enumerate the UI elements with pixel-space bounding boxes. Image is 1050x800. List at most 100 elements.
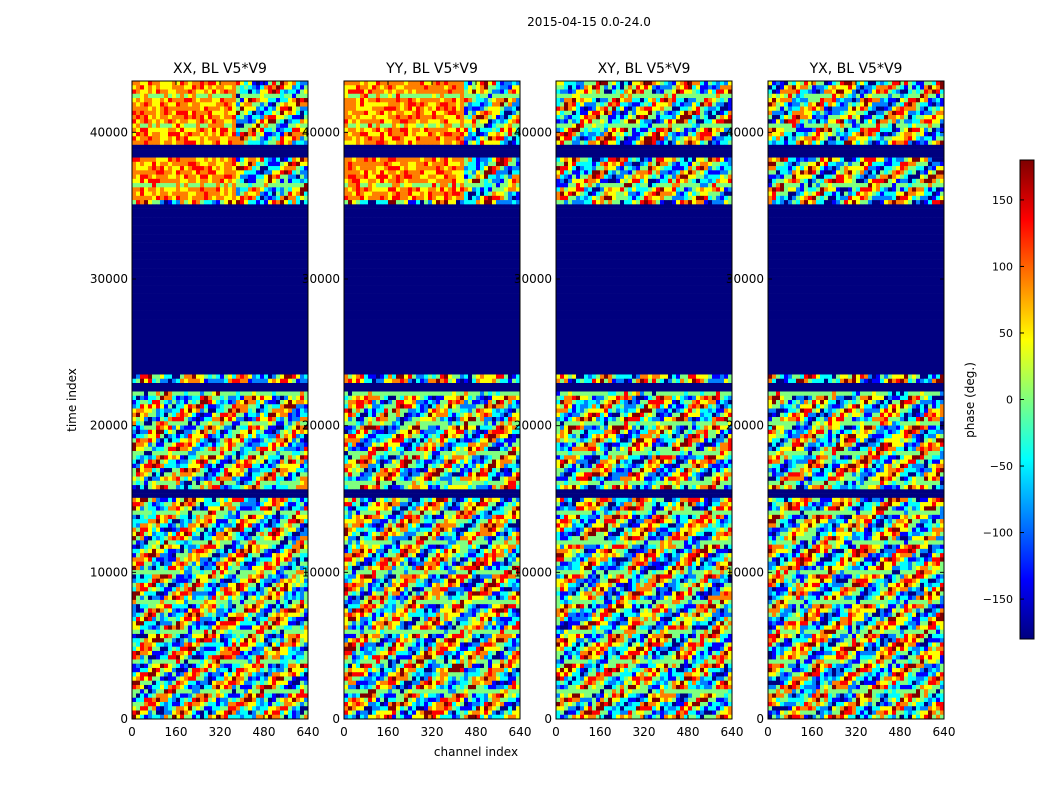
heatmap-cell <box>220 378 225 384</box>
heatmap-cell <box>172 446 177 452</box>
heatmap-cell <box>260 229 265 235</box>
heatmap-cell <box>232 153 237 158</box>
heatmap-cell <box>148 540 153 545</box>
heatmap-cell <box>252 229 257 235</box>
heatmap-cell <box>224 446 229 452</box>
heatmap-cell <box>172 217 177 222</box>
heatmap-cell <box>284 557 289 562</box>
heatmap-cell <box>168 370 173 375</box>
heatmap-cell <box>200 225 205 231</box>
heatmap-cell <box>136 289 141 294</box>
heatmap-cell <box>192 191 197 197</box>
heatmap-cell <box>168 115 173 120</box>
heatmap-cell <box>224 361 229 367</box>
heatmap-cell <box>160 102 165 107</box>
heatmap-cell <box>184 421 189 426</box>
heatmap-cell <box>148 331 153 337</box>
heatmap-cell <box>248 204 253 209</box>
heatmap-cell <box>156 140 161 146</box>
heatmap-cell <box>156 212 161 218</box>
heatmap-cell <box>212 344 217 350</box>
heatmap-cell <box>292 553 297 558</box>
heatmap-cell <box>268 149 273 154</box>
heatmap-cell <box>304 98 309 103</box>
heatmap-cell <box>160 493 165 499</box>
heatmap-cell <box>236 353 241 358</box>
heatmap-cell <box>232 272 237 277</box>
heatmap-cell <box>140 93 145 99</box>
heatmap-cell <box>232 149 237 154</box>
heatmap-cell <box>300 408 305 414</box>
heatmap-cell <box>156 506 161 511</box>
heatmap-cell <box>164 365 169 371</box>
heatmap-cell <box>236 506 241 511</box>
heatmap-cell <box>176 348 181 354</box>
heatmap-cell <box>220 361 225 367</box>
heatmap-cell <box>188 93 193 99</box>
heatmap-cell <box>164 442 169 448</box>
heatmap-cell <box>228 208 233 214</box>
heatmap-cell <box>136 200 141 205</box>
heatmap-cell <box>288 85 293 90</box>
heatmap-cell <box>280 191 285 197</box>
heatmap-cell <box>264 553 269 558</box>
heatmap-cell <box>288 123 293 129</box>
heatmap-cell <box>184 323 189 328</box>
heatmap-cell <box>156 510 161 516</box>
heatmap-cell <box>232 204 237 209</box>
heatmap-cell <box>140 221 145 226</box>
heatmap-cell <box>292 378 297 384</box>
heatmap-cell <box>216 302 221 307</box>
heatmap-cell <box>152 327 157 333</box>
heatmap-cell <box>156 531 161 537</box>
heatmap-cell <box>140 208 145 214</box>
heatmap-cell <box>216 523 221 528</box>
heatmap-cell <box>288 400 293 405</box>
heatmap-cell <box>172 544 177 550</box>
heatmap-cell <box>172 98 177 103</box>
heatmap-cell <box>156 136 161 141</box>
heatmap-cell <box>164 493 169 499</box>
heatmap-cell <box>260 421 265 426</box>
heatmap-cell <box>260 378 265 384</box>
heatmap-cell <box>196 174 201 180</box>
heatmap-cell <box>224 153 229 158</box>
heatmap-cell <box>140 463 145 469</box>
heatmap-cell <box>268 170 273 175</box>
heatmap-cell <box>272 361 277 367</box>
heatmap-cell <box>140 357 145 363</box>
heatmap-cell <box>196 136 201 141</box>
heatmap-cell <box>208 310 213 316</box>
heatmap-cell <box>168 234 173 239</box>
heatmap-cell <box>196 221 201 226</box>
heatmap-cell <box>272 378 277 384</box>
heatmap-cell <box>172 374 177 380</box>
heatmap-cell <box>148 225 153 231</box>
heatmap-cell <box>176 191 181 197</box>
heatmap-cell <box>168 251 173 256</box>
heatmap-cell <box>252 489 257 494</box>
heatmap-cell <box>300 353 305 358</box>
heatmap-cell <box>148 123 153 129</box>
heatmap-cell <box>236 132 241 137</box>
heatmap-cell <box>144 234 149 239</box>
heatmap-cell <box>200 353 205 358</box>
heatmap-cell <box>168 557 173 562</box>
heatmap-cell <box>220 323 225 328</box>
heatmap-cell <box>300 280 305 286</box>
heatmap-cell <box>248 331 253 337</box>
heatmap-cell <box>264 280 269 286</box>
heatmap-cell <box>152 110 157 116</box>
heatmap-cell <box>216 98 221 103</box>
heatmap-cell <box>244 480 249 486</box>
heatmap-cell <box>188 446 193 452</box>
heatmap-cell <box>172 140 177 146</box>
heatmap-cell <box>204 510 209 516</box>
heatmap-cell <box>180 115 185 120</box>
heatmap-cell <box>152 81 157 86</box>
heatmap-cell <box>192 553 197 558</box>
heatmap-cell <box>192 417 197 422</box>
heatmap-cell <box>156 310 161 316</box>
heatmap-cell <box>256 527 261 533</box>
heatmap-cell <box>200 434 205 439</box>
